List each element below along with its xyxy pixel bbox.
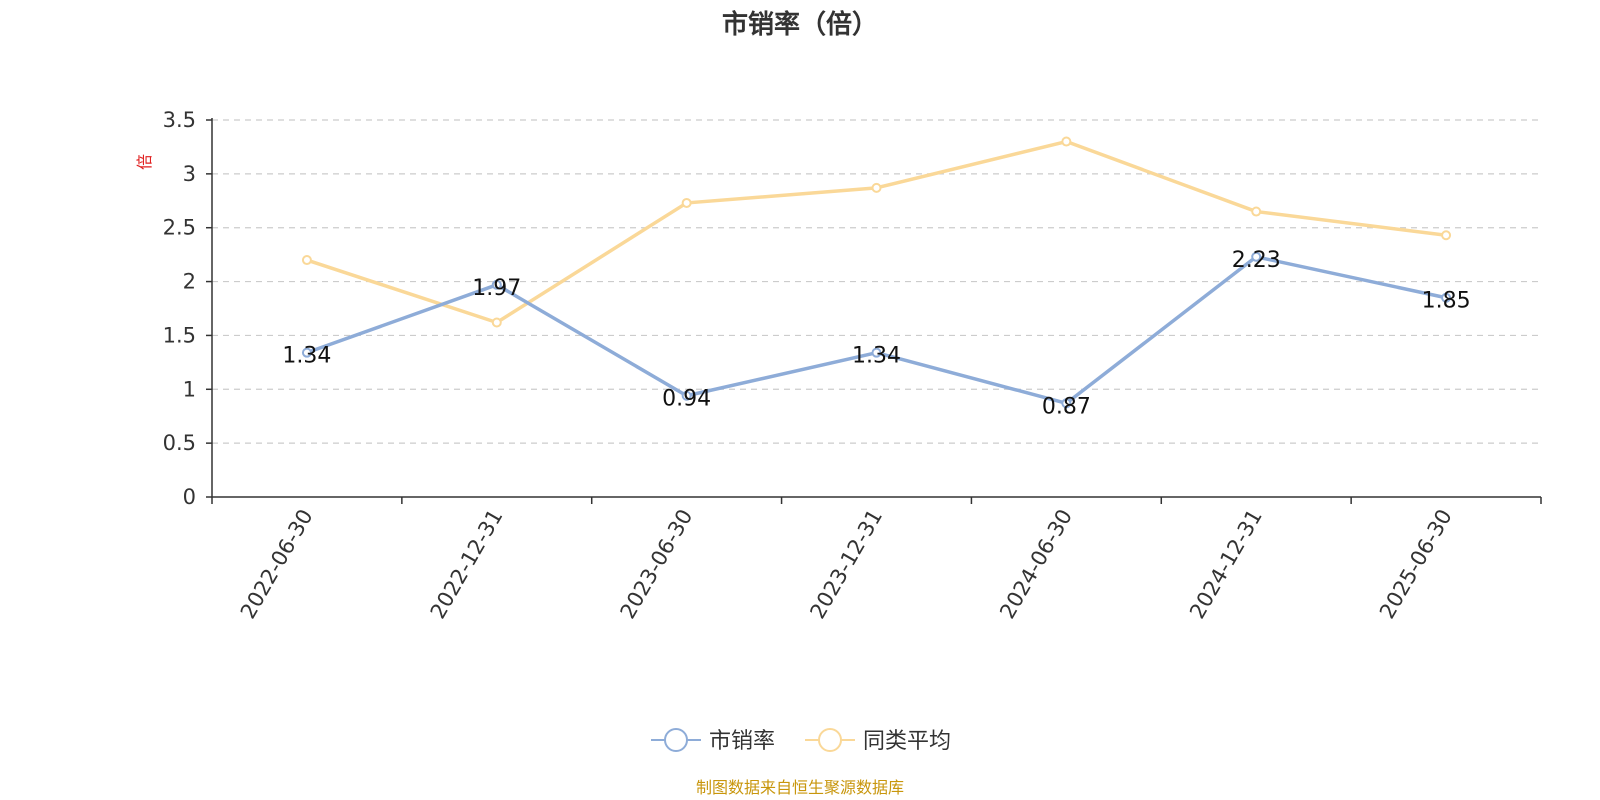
data-source-note: 制图数据来自恒生聚源数据库 [696, 778, 904, 797]
grid-lines [212, 119, 1541, 444]
data-point [301, 347, 312, 358]
y-tick-label: 0 [183, 485, 196, 509]
x-tick-label: 2024-12-31 [1185, 505, 1267, 623]
legend-circle-icon [664, 728, 688, 752]
y-tick-label: 1 [183, 377, 196, 401]
data-point [1061, 136, 1072, 147]
data-point [491, 317, 502, 328]
chart-title: 市销率（倍） [722, 9, 878, 40]
y-tick-label: 3 [183, 162, 196, 186]
data-point [871, 347, 882, 358]
y-tick-label: 1.5 [163, 323, 196, 347]
y-tick-label: 0.5 [163, 431, 196, 455]
legend-circle-icon [818, 728, 842, 752]
data-point [681, 197, 692, 208]
y-tick-label: 3.5 [163, 108, 196, 132]
data-point [1251, 206, 1262, 217]
data-label: 0.87 [1042, 394, 1091, 419]
data-label: 1.97 [472, 276, 521, 301]
x-tick-label: 2022-06-30 [236, 505, 318, 623]
y-axis-label: 倍 [135, 154, 154, 170]
legend-label: 同类平均 [863, 729, 951, 754]
y-tick-label: 2 [183, 270, 196, 294]
data-point [681, 390, 692, 401]
data-point [301, 255, 312, 266]
x-tick-label: 2025-06-30 [1375, 505, 1457, 623]
data-label: 2.23 [1232, 248, 1281, 273]
data-point [1061, 398, 1072, 409]
x-tick-label: 2023-06-30 [616, 505, 698, 623]
data-point [1251, 251, 1262, 262]
series-layer [301, 136, 1452, 409]
data-point [1441, 292, 1452, 303]
data-point [1441, 230, 1452, 241]
x-tick-label: 2022-12-31 [426, 505, 508, 623]
x-tick-label: 2024-06-30 [995, 505, 1077, 623]
data-point [871, 182, 882, 193]
legend-item[interactable]: 同类平均 [805, 728, 951, 754]
data-label: 1.34 [852, 344, 901, 369]
legend-item[interactable]: 市销率 [651, 728, 775, 754]
data-label: 0.94 [662, 387, 711, 412]
y-tick-label: 2.5 [163, 216, 196, 240]
data-point [491, 279, 502, 290]
data-labels: 1.34 1.97 0.94 1.34 0.87 2.23 1.85 [282, 248, 1470, 419]
legend-label: 市销率 [709, 729, 775, 754]
x-tick-label: 2023-12-31 [805, 505, 887, 623]
data-label: 1.85 [1422, 289, 1471, 314]
data-label: 1.34 [282, 344, 331, 369]
legend[interactable]: 市销率 同类平均 [651, 728, 951, 754]
